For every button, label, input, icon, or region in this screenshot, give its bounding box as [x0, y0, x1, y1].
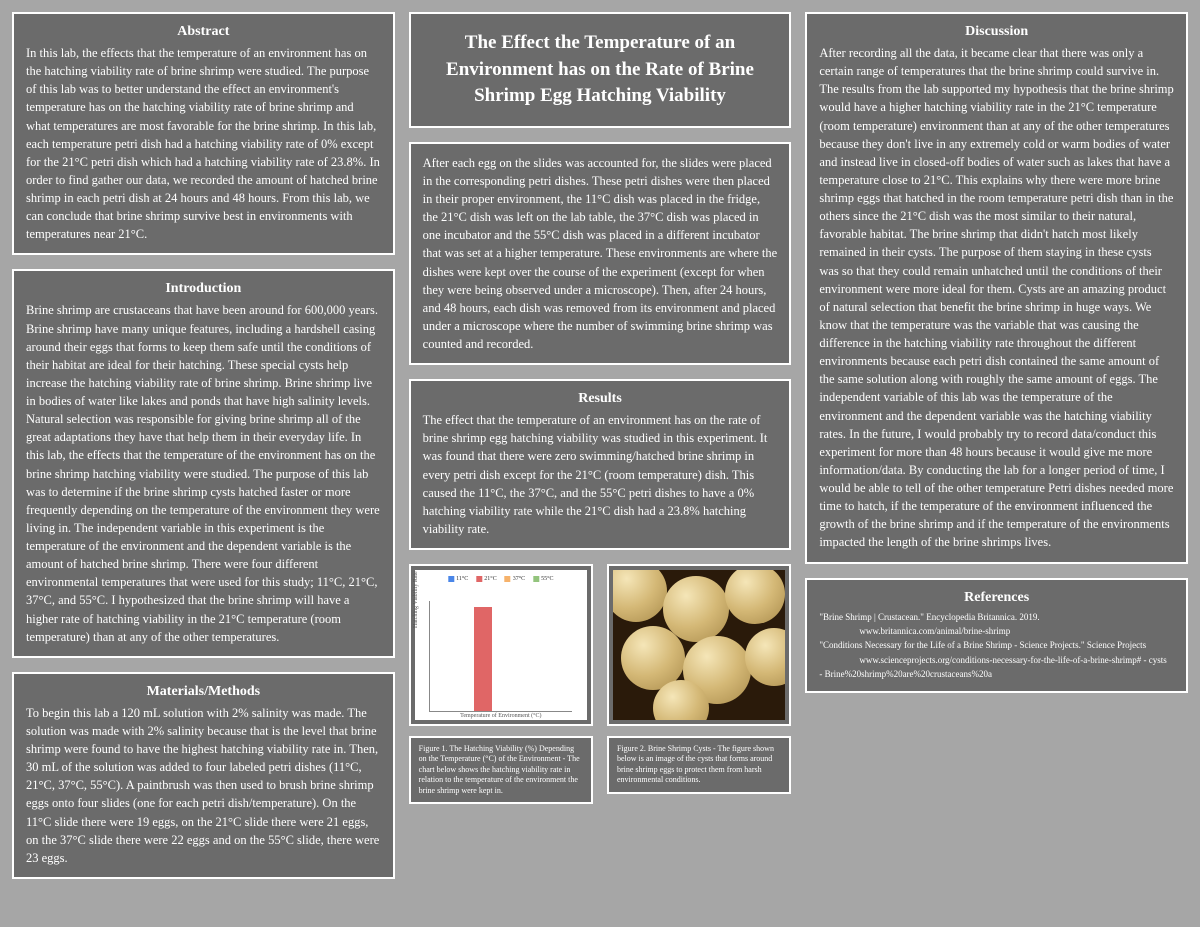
- poster-title: The Effect the Temperature of an Environ…: [446, 32, 754, 106]
- figure-1-chart: 11°C 21°C 37°C 55°C Hatching Viability R…: [415, 570, 587, 720]
- methods-heading: Materials/Methods: [26, 684, 381, 700]
- introduction-heading: Introduction: [26, 281, 381, 297]
- left-column: Abstract In this lab, the effects that t…: [12, 12, 395, 879]
- legend-11c: 11°C: [456, 576, 468, 582]
- abstract-heading: Abstract: [26, 24, 381, 40]
- discussion-heading: Discussion: [819, 24, 1174, 40]
- methods-body: To begin this lab a 120 mL solution with…: [26, 704, 381, 867]
- right-column: Discussion After recording all the data,…: [805, 12, 1188, 879]
- introduction-panel: Introduction Brine shrimp are crustacean…: [12, 269, 395, 657]
- legend-21c: 21°C: [484, 576, 496, 582]
- results-body: The effect that the temperature of an en…: [423, 411, 778, 538]
- introduction-body: Brine shrimp are crustaceans that have b…: [26, 301, 381, 645]
- figure-2: Figure 2. Brine Shrimp Cysts - The figur…: [607, 564, 791, 804]
- figure-1-caption: Figure 1. The Hatching Viability (%) Dep…: [409, 736, 593, 804]
- legend-37c: 37°C: [513, 576, 525, 582]
- results-panel: Results The effect that the temperature …: [409, 379, 792, 550]
- chart-ylabel: Hatching Viability Rate: [413, 571, 419, 628]
- references-heading: References: [819, 590, 1174, 606]
- figure-2-caption: Figure 2. Brine Shrimp Cysts - The figur…: [607, 736, 791, 794]
- chart-legend: 11°C 21°C 37°C 55°C: [448, 576, 553, 582]
- reference-item: www.britannica.com/animal/brine-shrimp: [819, 624, 1174, 638]
- figure-1: 11°C 21°C 37°C 55°C Hatching Viability R…: [409, 564, 593, 804]
- figure-1-frame: 11°C 21°C 37°C 55°C Hatching Viability R…: [409, 564, 593, 726]
- reference-item: "Conditions Necessary for the Life of a …: [819, 638, 1174, 652]
- results-heading: Results: [423, 391, 778, 407]
- chart-bars: [429, 601, 572, 712]
- discussion-body: After recording all the data, it became …: [819, 44, 1174, 552]
- reference-item: "Brine Shrimp | Crustacean." Encyclopedi…: [819, 610, 1174, 624]
- figure-2-image: [613, 570, 785, 720]
- references-panel: References "Brine Shrimp | Crustacean." …: [805, 578, 1188, 694]
- abstract-panel: Abstract In this lab, the effects that t…: [12, 12, 395, 255]
- reference-item: - Brine%20shrimp%20are%20crustaceans%20a: [819, 667, 1174, 681]
- methods-continued-panel: After each egg on the slides was account…: [409, 142, 792, 365]
- poster-grid: Abstract In this lab, the effects that t…: [12, 12, 1188, 879]
- middle-column: The Effect the Temperature of an Environ…: [409, 12, 792, 879]
- abstract-body: In this lab, the effects that the temper…: [26, 44, 381, 243]
- figures-row: 11°C 21°C 37°C 55°C Hatching Viability R…: [409, 564, 792, 804]
- reference-item: www.scienceprojects.org/conditions-neces…: [819, 653, 1174, 667]
- discussion-panel: Discussion After recording all the data,…: [805, 12, 1188, 564]
- references-list: "Brine Shrimp | Crustacean." Encyclopedi…: [819, 610, 1174, 682]
- chart-xlabel: Temperature of Environment (°C): [460, 713, 541, 719]
- methods-panel: Materials/Methods To begin this lab a 12…: [12, 672, 395, 879]
- title-panel: The Effect the Temperature of an Environ…: [409, 12, 792, 128]
- figure-2-frame: [607, 564, 791, 726]
- methods-continued-body: After each egg on the slides was account…: [423, 154, 778, 353]
- bar-21c: [474, 607, 492, 712]
- legend-55c: 55°C: [541, 576, 553, 582]
